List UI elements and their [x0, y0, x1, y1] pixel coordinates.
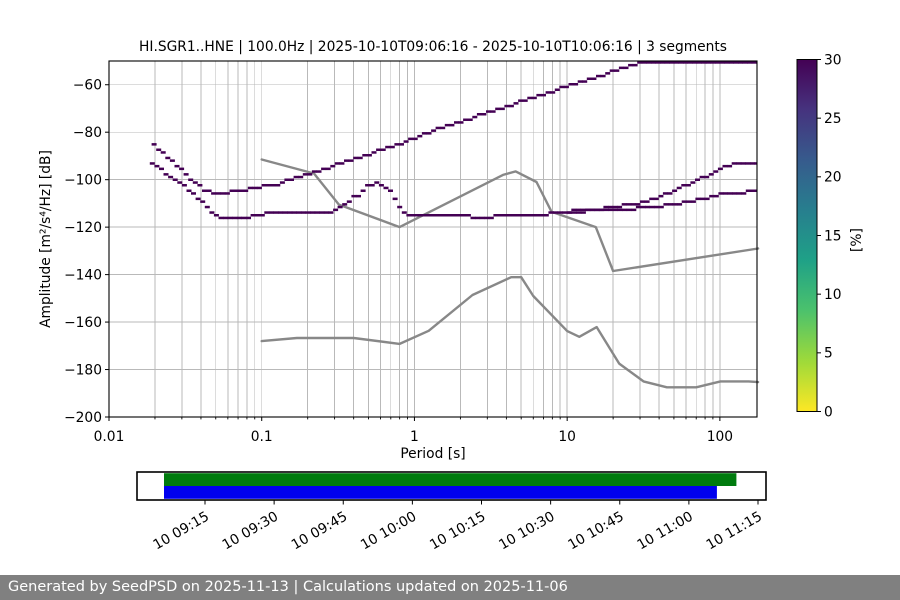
timeline-tick-label: 10 10:00 [358, 509, 419, 554]
noise-model-curve-1 [260, 158, 760, 273]
psd-trace-5 [567, 189, 757, 214]
colorbar: 0 5 10 15 20 25 30 [%] [796, 52, 865, 420]
colorbar-gradient [796, 59, 818, 412]
y-tick-label: −160 [64, 315, 102, 331]
plot-title: HI.SGR1..HNE | 100.0Hz | 2025-10-10T09:0… [139, 39, 727, 55]
timeline-tick-label: 10 09:45 [289, 509, 350, 554]
psd-trace-3 [151, 61, 757, 195]
timeline-frame [136, 471, 767, 501]
y-tick-label: −180 [64, 362, 102, 378]
timeline-tick-label: 10 10:30 [496, 509, 557, 554]
colorbar-tick-label: 10 [824, 287, 842, 303]
data-series [149, 61, 760, 389]
ppsd-chart: 0.01 0.1 1 10 100−60−80−100−120−140−160−180−… [38, 39, 865, 554]
timeline-tick-label: 10 09:15 [151, 509, 212, 554]
colorbar-tick-label: 0 [824, 404, 833, 420]
timeline-bar-data-availability [164, 473, 737, 486]
timeline-bar-psd-coverage [164, 486, 717, 499]
axis-ticks-and-labels: 0.01 0.1 1 10 100 −60 −80 −100 −120 −140 −160 −180 −… [64, 78, 733, 445]
timeline-axis: 10 09:15 10 09:30 10 09:45 10 10:00 10 10:15… [136, 471, 767, 554]
x-tick-label: 0.1 [251, 429, 273, 445]
colorbar-tick-label: 15 [824, 228, 842, 244]
x-axis-label: Period [s] [400, 446, 465, 462]
grid-lines [108, 61, 757, 418]
colorbar-label: [%] [849, 228, 865, 252]
noise-model-curve-2 [260, 276, 760, 389]
x-tick-label: 0.01 [94, 429, 125, 445]
timeline-tick-label: 10 10:45 [565, 509, 626, 554]
y-tick-label: −80 [73, 125, 102, 141]
timeline-tick-label: 10 10:15 [427, 509, 488, 554]
y-axis-label: Amplitude [m²/s⁴/Hz] [dB] [38, 150, 54, 328]
y-tick-label: −200 [64, 410, 102, 426]
colorbar-tick-label: 20 [824, 170, 842, 186]
x-tick-label: 1 [410, 429, 419, 445]
y-tick-label: −140 [64, 267, 102, 283]
x-tick-label: 100 [707, 429, 733, 445]
footer-text: Generated by SeedPSD on 2025-11-13 | Cal… [8, 579, 568, 595]
footer-bar: Generated by SeedPSD on 2025-11-13 | Cal… [0, 575, 900, 600]
timeline-tick-label: 10 09:30 [220, 509, 281, 554]
colorbar-ticks: 0 5 10 15 20 25 30 [817, 52, 842, 420]
y-tick-label: −120 [64, 220, 102, 236]
colorbar-tick-label: 25 [824, 111, 842, 127]
plot-frame [108, 60, 758, 418]
colorbar-tick-label: 5 [824, 346, 833, 362]
colorbar-tick-label: 30 [824, 52, 842, 68]
y-tick-label: −100 [64, 172, 102, 188]
timeline-tick-label: 10 11:00 [634, 509, 695, 554]
y-tick-label: −60 [73, 78, 102, 94]
x-tick-label: 10 [558, 429, 576, 445]
timeline-tick-label: 10 11:15 [704, 509, 765, 554]
